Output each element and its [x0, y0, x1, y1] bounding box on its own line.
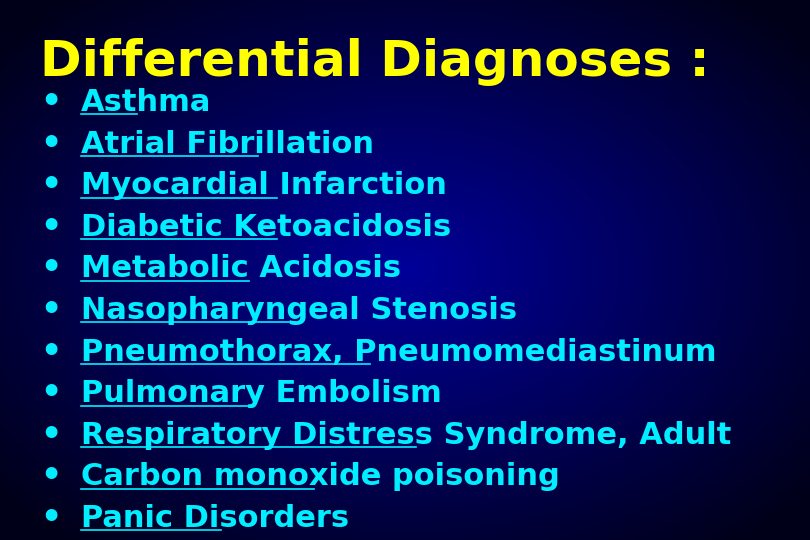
Text: Differential Diagnoses :: Differential Diagnoses :: [40, 38, 710, 86]
Text: •: •: [40, 377, 62, 410]
Text: Metabolic Acidosis: Metabolic Acidosis: [81, 254, 401, 284]
Text: Atrial Fibrillation: Atrial Fibrillation: [81, 130, 374, 159]
Text: •: •: [40, 252, 62, 286]
Text: •: •: [40, 335, 62, 369]
Text: •: •: [40, 86, 62, 119]
Text: •: •: [40, 294, 62, 327]
Text: Myocardial Infarction: Myocardial Infarction: [81, 171, 447, 200]
Text: Diabetic Ketoacidosis: Diabetic Ketoacidosis: [81, 213, 451, 242]
Text: Nasopharyngeal Stenosis: Nasopharyngeal Stenosis: [81, 296, 517, 325]
Text: Carbon monoxide poisoning: Carbon monoxide poisoning: [81, 462, 560, 491]
Text: Pulmonary Embolism: Pulmonary Embolism: [81, 379, 441, 408]
Text: Asthma: Asthma: [81, 88, 211, 117]
Text: •: •: [40, 169, 62, 202]
Text: •: •: [40, 460, 62, 494]
Text: Respiratory Distress Syndrome, Adult: Respiratory Distress Syndrome, Adult: [81, 421, 731, 450]
Text: •: •: [40, 418, 62, 452]
Text: Panic Disorders: Panic Disorders: [81, 504, 349, 533]
Text: •: •: [40, 127, 62, 161]
Text: •: •: [40, 211, 62, 244]
Text: •: •: [40, 502, 62, 535]
Text: Pneumothorax, Pneumomediastinum: Pneumothorax, Pneumomediastinum: [81, 338, 717, 367]
